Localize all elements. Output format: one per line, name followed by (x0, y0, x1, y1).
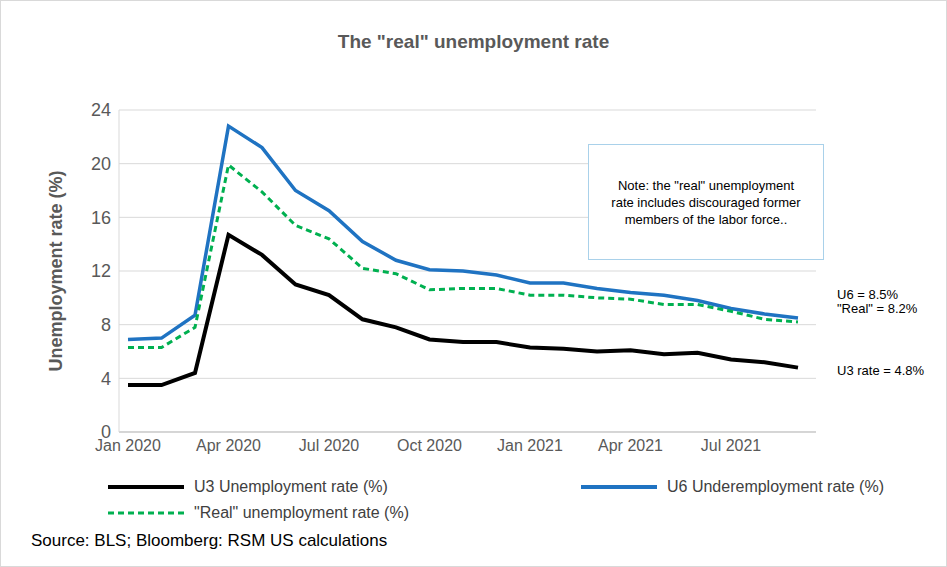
html-text:"Real" = 8.2%: "Real" = 8.2% (837, 301, 918, 316)
html-text:The "real" unemployment rate: The "real" unemployment rate (337, 31, 610, 52)
html-text:Unemployment rate (%): Unemployment rate (%) (45, 170, 66, 372)
svg-text:8: 8 (101, 315, 111, 335)
svg-text:Apr 2021: Apr 2021 (598, 437, 663, 454)
svg-text:Oct 2020: Oct 2020 (397, 437, 462, 454)
svg-text:Jan 2020: Jan 2020 (95, 437, 161, 455)
html-text:"Real" unemployment rate (%): "Real" unemployment rate (%) (194, 504, 409, 521)
svg-text:20: 20 (91, 154, 111, 174)
html-text:Note: the "real" unemployment: Note: the "real" unemployment rate inclu… (611, 177, 801, 227)
svg-text:Apr 2020: Apr 2020 (196, 437, 261, 454)
html-text:U6 = 8.5%: U6 = 8.5% (837, 287, 899, 302)
svg-text:24: 24 (91, 100, 111, 120)
svg-text:4: 4 (101, 369, 111, 389)
svg-text:16: 16 (91, 208, 111, 228)
svg-text:Jul 2021: Jul 2021 (701, 437, 762, 454)
svg-text:Jan 2021: Jan 2021 (497, 437, 563, 454)
svg-text:0: 0 (101, 422, 111, 442)
html-text:U3 rate = 4.8%: U3 rate = 4.8% (837, 363, 925, 378)
html-text:U3 Unemployment rate (%): U3 Unemployment rate (%) (194, 478, 388, 495)
html-text:U6 Underemployment rate (%): U6 Underemployment rate (%) (667, 478, 884, 495)
html-text:Source: BLS; Bloomberg: RSM US: Source: BLS; Bloomberg: RSM US calculati… (31, 531, 388, 550)
svg-text:12: 12 (91, 261, 111, 281)
svg-text:Jul 2020: Jul 2020 (299, 437, 360, 454)
